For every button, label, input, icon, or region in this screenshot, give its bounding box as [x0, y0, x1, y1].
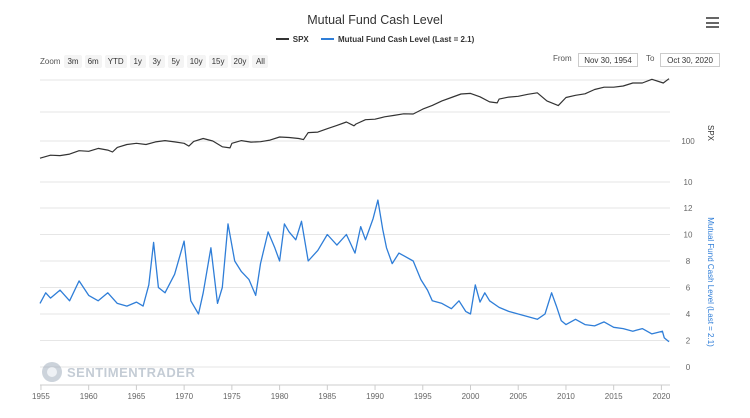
zoom-button-5y[interactable]: 5y: [167, 55, 184, 68]
zoom-button-1y[interactable]: 1y: [129, 55, 146, 68]
series-line-cash-level: [39, 199, 670, 343]
x-tick-label: 2000: [462, 392, 480, 401]
y-tick-label-top: 100: [681, 137, 695, 146]
y-tick-label-top: 10: [684, 178, 693, 187]
legend-label-cash-level: Mutual Fund Cash Level (Last = 2.1): [338, 34, 475, 44]
y-tick-label-bottom: 6: [686, 284, 691, 293]
zoom-button-all[interactable]: All: [252, 55, 269, 68]
x-tick-label: 1995: [414, 392, 432, 401]
x-tick-label: 1985: [318, 392, 336, 401]
x-tick-label: 1990: [366, 392, 384, 401]
zoom-button-3y[interactable]: 3y: [148, 55, 165, 68]
x-tick-label: 2005: [509, 392, 527, 401]
y-axis-title-cash-level: Mutual Fund Cash Level (Last = 2.1): [706, 217, 715, 347]
range-from-input[interactable]: Nov 30, 1954: [578, 53, 638, 67]
x-tick-label: 2010: [557, 392, 575, 401]
x-tick-label: 1970: [175, 392, 193, 401]
zoom-controls: Zoom 3m 6m YTD 1y 3y 5y 10y 15y 20y All: [40, 55, 271, 68]
chart-legend: SPX Mutual Fund Cash Level (Last = 2.1): [0, 33, 750, 44]
x-tick-label: 1975: [223, 392, 241, 401]
zoom-button-ytd[interactable]: YTD: [104, 55, 127, 68]
y-tick-label-bottom: 8: [686, 257, 691, 266]
zoom-button-15y[interactable]: 15y: [208, 55, 228, 68]
logo-mark-icon: [42, 362, 62, 382]
x-tick-label: 1980: [271, 392, 289, 401]
logo-text: SENTIMENTRADER: [67, 364, 196, 380]
sentimentrader-logo: SENTIMENTRADER: [42, 362, 195, 382]
range-to-label: To: [646, 54, 655, 63]
zoom-button-10y[interactable]: 10y: [186, 55, 206, 68]
zoom-button-3m[interactable]: 3m: [64, 55, 82, 68]
y-tick-label-bottom: 2: [686, 337, 691, 346]
y-tick-label-bottom: 10: [684, 231, 693, 240]
legend-swatch-spx: [275, 38, 289, 40]
x-tick-label: 2020: [653, 392, 671, 401]
zoom-label: Zoom: [40, 57, 61, 66]
zoom-button-20y[interactable]: 20y: [230, 55, 250, 68]
x-tick-label: 2015: [605, 392, 623, 401]
x-tick-label: 1960: [80, 392, 98, 401]
y-axis-title-spx: SPX: [706, 125, 715, 142]
legend-label-spx: SPX: [292, 34, 309, 44]
range-from-label: From: [553, 54, 572, 63]
hamburger-menu-icon[interactable]: [706, 17, 719, 28]
zoom-button-6m[interactable]: 6m: [84, 55, 102, 68]
x-tick-label: 1955: [32, 392, 50, 401]
x-tick-label: 1965: [128, 392, 146, 401]
y-tick-label-bottom: 4: [686, 310, 691, 319]
series-line-spx: [39, 78, 670, 159]
legend-swatch-cash-level: [321, 38, 334, 40]
range-to-input[interactable]: Oct 30, 2020: [660, 53, 720, 67]
legend-item-spx[interactable]: SPX: [275, 34, 309, 44]
y-tick-label-bottom: 12: [684, 204, 693, 213]
y-tick-label-bottom: 0: [686, 363, 691, 372]
chart-title: Mutual Fund Cash Level: [307, 13, 443, 27]
legend-item-cash-level[interactable]: Mutual Fund Cash Level (Last = 2.1): [321, 35, 474, 44]
